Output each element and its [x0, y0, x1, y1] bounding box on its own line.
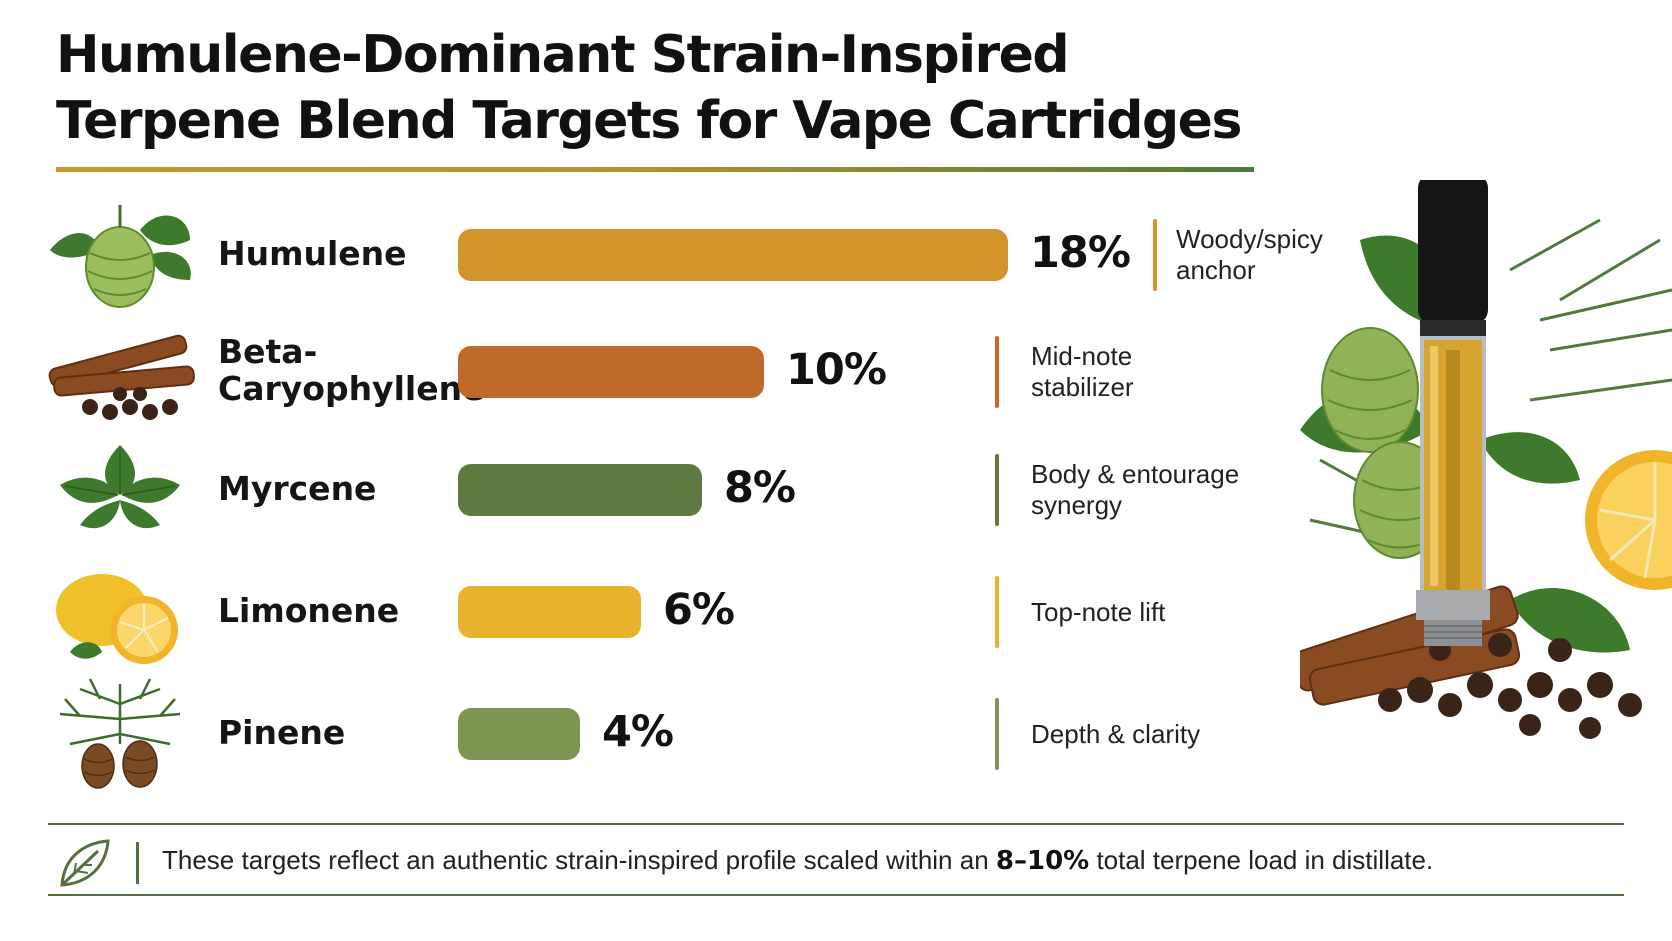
- category-label: Pinene: [218, 712, 346, 752]
- footer-text-before: These targets reflect an authentic strai…: [162, 845, 996, 875]
- vape-cartridge-illustration: [1300, 180, 1672, 739]
- note-text: Depth & clarity: [1031, 718, 1201, 749]
- category-label: Humulene: [218, 233, 407, 273]
- note-text: Top-note lift: [1031, 596, 1166, 627]
- title-line-1: Humulene-Dominant Strain-Inspired: [56, 25, 1070, 85]
- bar: [458, 464, 702, 516]
- pine-cone-icon: [40, 674, 200, 794]
- hops-icon: [40, 195, 200, 315]
- cinnamon-peppercorn-icon: [40, 312, 200, 432]
- note-text: Body & entourage synergy: [1031, 459, 1240, 520]
- title-underline: [56, 167, 1254, 172]
- note-separator: [995, 454, 999, 526]
- footer-highlight: 8–10%: [995, 846, 1090, 876]
- footer-text-after: total terpene load in distillate.: [1089, 845, 1434, 875]
- value-label: 18%: [1030, 228, 1131, 278]
- footer-note: These targets reflect an authentic strai…: [162, 845, 1433, 876]
- footer-separator: [136, 842, 139, 884]
- value-label: 10%: [786, 345, 887, 395]
- bar: [458, 586, 641, 638]
- note-separator: [995, 336, 999, 408]
- title-line-2: Terpene Blend Targets for Vape Cartridge…: [56, 91, 1242, 151]
- bar: [458, 708, 580, 760]
- footer-bottom-rule: [48, 894, 1624, 896]
- bar: [458, 229, 1008, 281]
- note-text: Woody/spicy anchor: [1176, 224, 1323, 285]
- value-label: 6%: [663, 585, 735, 635]
- note-separator: [995, 698, 999, 770]
- note-separator: [1153, 219, 1157, 291]
- value-label: 4%: [602, 707, 674, 757]
- chart-title: Humulene-Dominant Strain-Inspired Terpen…: [56, 22, 1256, 154]
- footer-top-rule: [48, 823, 1624, 825]
- lemon-icon: [40, 552, 200, 672]
- basil-leaf-icon: [40, 430, 200, 550]
- category-label: Limonene: [218, 590, 400, 630]
- bar: [458, 346, 764, 398]
- category-label: Beta- Caryophyllene: [218, 332, 485, 408]
- note-separator: [995, 576, 999, 648]
- note-text: Mid-note stabilizer: [1031, 341, 1134, 402]
- value-label: 8%: [724, 463, 796, 513]
- leaf-icon: [60, 839, 110, 887]
- category-label: Myrcene: [218, 468, 377, 508]
